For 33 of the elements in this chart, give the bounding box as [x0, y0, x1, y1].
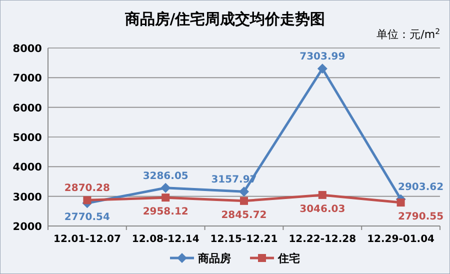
- y-tick-label: 3000: [12, 191, 42, 204]
- y-tick-label: 7000: [12, 72, 42, 85]
- data-label: 2903.62: [398, 182, 444, 194]
- x-tick-label: 12.01-12.07: [53, 234, 121, 245]
- data-label: 3046.03: [300, 204, 346, 215]
- data-label: 2770.54: [64, 212, 110, 224]
- legend-label: 商品房: [197, 252, 231, 265]
- chart-title: 商品房/住宅周成交均价走势图: [124, 10, 326, 28]
- point: [239, 186, 249, 197]
- point: [317, 64, 328, 74]
- legend-label: 住宅: [277, 252, 300, 265]
- point: [396, 198, 405, 207]
- data-label: 2958.12: [142, 206, 188, 218]
- point: [160, 182, 171, 193]
- point: [83, 196, 92, 204]
- point: [162, 194, 170, 202]
- point: [318, 190, 326, 199]
- x-tick-label: 12.15-12.21: [210, 234, 278, 245]
- x-tick-label: 12.08-12.14: [132, 234, 200, 245]
- y-tick-label: 5000: [12, 132, 42, 144]
- y-tick-label: 8000: [12, 43, 42, 55]
- data-label: 2790.55: [398, 212, 444, 223]
- x-tick-label: 12.29-01.04: [367, 234, 435, 245]
- y-tick-label: 2000: [12, 221, 42, 233]
- data-label: 3286.05: [142, 170, 188, 182]
- data-label: 7303.99: [300, 52, 346, 63]
- y-tick-label: 4000: [12, 162, 42, 174]
- x-tick-label: 12.22-12.28: [288, 234, 356, 245]
- data-label: 2870.28: [64, 183, 110, 194]
- y-tick-label: 6000: [12, 102, 42, 114]
- data-label: 2845.72: [221, 210, 267, 221]
- point: [240, 196, 248, 205]
- text: 单位：元/m$^{2}$: [376, 26, 440, 41]
